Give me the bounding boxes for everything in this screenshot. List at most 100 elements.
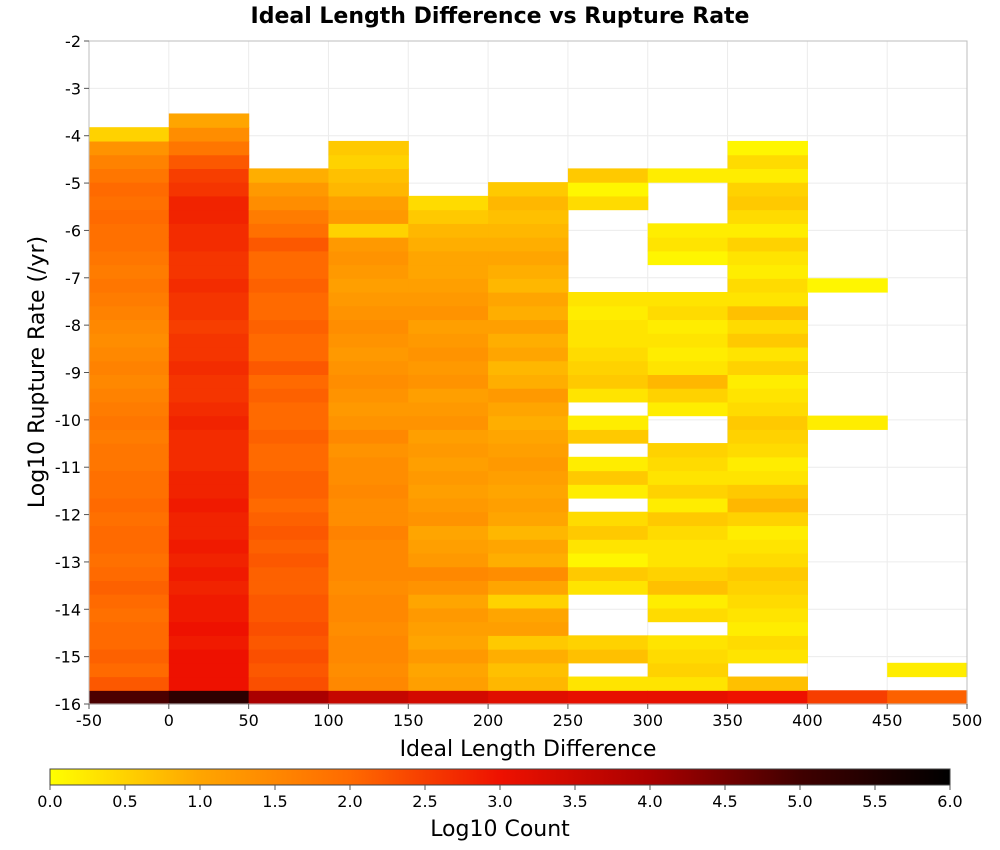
heatmap-cell	[168, 401, 250, 417]
heatmap-cell	[488, 552, 569, 568]
x-tick-label: 450	[872, 711, 903, 730]
heatmap-cell	[408, 470, 489, 485]
heatmap-cell	[408, 525, 489, 540]
heatmap-cell	[89, 401, 170, 417]
heatmap-cell	[488, 401, 569, 417]
heatmap-cell	[727, 415, 808, 430]
heatmap-cell	[488, 498, 569, 513]
heatmap-cell	[567, 360, 649, 375]
heatmap-cell	[328, 607, 409, 623]
heatmap-cell	[168, 223, 250, 238]
heatmap-cell	[168, 635, 250, 650]
heatmap-cell	[168, 498, 250, 513]
heatmap-cell	[647, 388, 729, 403]
y-tick-label: -13	[55, 553, 81, 572]
heatmap-cell	[168, 250, 250, 266]
heatmap-cell	[647, 566, 729, 581]
colorbar-tick-label: 5.5	[862, 792, 887, 811]
heatmap-cell	[408, 511, 489, 527]
heatmap-cell	[408, 429, 489, 444]
colorbar-label: Log10 Count	[430, 817, 570, 842]
heatmap-cell	[248, 415, 330, 430]
heatmap-cell	[168, 456, 250, 472]
heatmap-cell	[727, 443, 808, 458]
heatmap-cell	[328, 291, 409, 307]
heatmap-cell	[168, 511, 250, 527]
heatmap-cell	[488, 278, 569, 293]
heatmap-cell	[328, 539, 409, 554]
heatmap-cell	[567, 525, 649, 540]
heatmap-cell	[727, 250, 808, 266]
heatmap-cell	[807, 278, 888, 293]
heatmap-cell	[328, 443, 409, 458]
heatmap-cell	[488, 580, 569, 595]
heatmap-cell	[488, 209, 569, 224]
heatmap-cell	[408, 237, 489, 252]
heatmap-cell	[248, 374, 330, 389]
x-axis-label: Ideal Length Difference	[400, 737, 657, 762]
heatmap-cell	[168, 429, 250, 444]
heatmap-cell	[727, 346, 808, 362]
heatmap-cell	[248, 662, 330, 678]
heatmap-cell	[168, 113, 250, 128]
heatmap-cell	[168, 374, 250, 389]
x-tick-label: 200	[473, 711, 504, 730]
heatmap-cell	[89, 168, 170, 183]
heatmap-cell	[488, 374, 569, 389]
heatmap-cell	[727, 580, 808, 595]
chart-title: Ideal Length Difference vs Rupture Rate	[251, 4, 750, 29]
heatmap-cell	[727, 484, 808, 499]
heatmap-cell	[567, 429, 649, 444]
heatmap-cell	[328, 319, 409, 334]
heatmap-cell	[647, 360, 729, 375]
heatmap-cell	[727, 607, 808, 623]
heatmap-cell	[248, 484, 330, 499]
heatmap-cell	[89, 250, 170, 266]
heatmap-cell	[168, 580, 250, 595]
heatmap-cell	[89, 319, 170, 334]
heatmap-cell	[89, 346, 170, 362]
heatmap-cell	[488, 415, 569, 430]
heatmap-cell	[408, 291, 489, 307]
heatmap-cell	[647, 443, 729, 458]
heatmap-cell	[408, 223, 489, 238]
heatmap-cell	[727, 401, 808, 417]
heatmap-cell	[887, 662, 968, 678]
heatmap-cell	[168, 346, 250, 362]
heatmap-cell	[567, 195, 649, 211]
heatmap-cell	[89, 223, 170, 238]
heatmap-cell	[488, 429, 569, 444]
heatmap-cell	[168, 525, 250, 540]
heatmap-cell	[89, 237, 170, 252]
heatmap-cell	[168, 168, 250, 183]
heatmap-cell	[727, 209, 808, 224]
heatmap-cell	[328, 525, 409, 540]
heatmap-cell	[727, 182, 808, 197]
heatmap-cell	[248, 360, 330, 375]
heatmap-cell	[567, 552, 649, 568]
heatmap-cell	[408, 388, 489, 403]
heatmap-cell	[647, 690, 729, 705]
y-tick-label: -12	[55, 506, 81, 525]
heatmap-cell	[248, 182, 330, 197]
heatmap-cell	[488, 456, 569, 472]
heatmap-cell	[328, 168, 409, 183]
colorbar-tick-label: 2.0	[337, 792, 362, 811]
heatmap-cell	[89, 209, 170, 224]
heatmap-cell	[727, 223, 808, 238]
heatmap-cell	[887, 690, 968, 705]
y-tick-label: -9	[65, 364, 81, 383]
heatmap-cell	[248, 237, 330, 252]
y-tick-label: -14	[55, 600, 81, 619]
heatmap-cell	[647, 635, 729, 650]
colorbar-tick-label: 2.5	[412, 792, 437, 811]
heatmap-cell	[408, 346, 489, 362]
heatmap-cell	[248, 511, 330, 527]
heatmap-cell	[248, 401, 330, 417]
heatmap-cell	[248, 525, 330, 540]
heatmap-cell	[89, 278, 170, 293]
colorbar-tick-label: 0.0	[37, 792, 62, 811]
heatmap-cell	[567, 676, 649, 691]
heatmap-cell	[488, 264, 569, 279]
heatmap-cell	[647, 484, 729, 499]
